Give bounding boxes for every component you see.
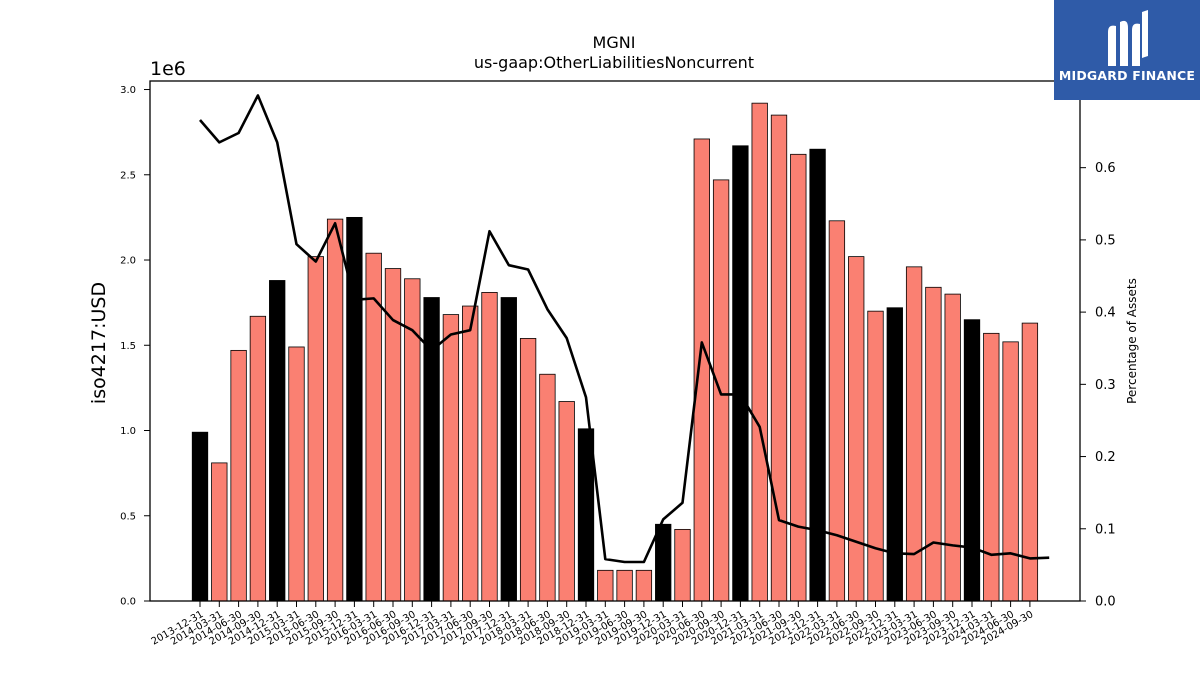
bar-2014-09-30 [249, 315, 267, 602]
bar-2018-09-30 [558, 401, 575, 602]
bar-2015-03-31 [288, 346, 305, 602]
bar-2019-12-31 [655, 523, 672, 602]
y2-tick-label: 0.2 [1095, 450, 1116, 465]
bar-2015-09-30 [326, 218, 344, 602]
chart-title: MGNI [593, 33, 636, 52]
bar-2021-09-30 [790, 153, 807, 602]
y2-tick-label: 0.5 [1095, 233, 1116, 248]
bar-2024-06-30 [1002, 341, 1019, 602]
bar-2022-06-30 [848, 256, 865, 602]
percentage-of-assets-line [199, 94, 1050, 564]
bar-2014-03-31 [211, 462, 228, 602]
y-tick-label: 0.0 [120, 597, 136, 608]
bar-2023-09-30 [944, 293, 961, 602]
bar-2023-12-31 [963, 319, 981, 602]
bar-2023-06-30 [925, 286, 942, 602]
bar-2015-06-30 [307, 256, 324, 602]
bar-2020-12-31 [732, 145, 749, 602]
bar-2021-12-31 [809, 148, 826, 602]
bar-2019-03-31 [597, 569, 614, 602]
logo-text: MIDGARD FINANCE [1058, 68, 1196, 83]
plot-frame [149, 80, 1081, 602]
y-tick-label: 0.5 [120, 511, 136, 522]
bar-2014-12-31 [269, 280, 286, 602]
bar-2022-12-31 [886, 307, 903, 602]
bar-2018-03-31 [519, 338, 537, 602]
y-offset-label: 1e6 [150, 58, 186, 80]
bar-2018-12-31 [577, 428, 595, 602]
y-tick-label: 2.0 [120, 256, 136, 267]
chart-subtitle: us-gaap:OtherLiabilitiesNoncurrent [474, 53, 754, 72]
bar-2018-06-30 [539, 373, 556, 602]
bar-2022-03-31 [828, 220, 846, 602]
bar-2020-09-30 [712, 179, 730, 602]
bar-2021-06-30 [770, 114, 788, 602]
y2-tick-label: 0.0 [1095, 595, 1116, 610]
bar-2021-03-31 [751, 102, 768, 602]
y-tick-label: 3.0 [120, 85, 136, 96]
bar-2020-06-30 [693, 138, 710, 602]
y2-tick-label: 0.3 [1095, 378, 1116, 393]
bar-2013-12-31 [191, 431, 209, 602]
y2-tick-label: 0.4 [1095, 306, 1116, 321]
bar-2017-12-31 [500, 297, 517, 602]
bar-2022-09-30 [867, 310, 884, 602]
y2-axis-label: Percentage of Assets [1125, 278, 1139, 404]
bar-2017-09-30 [481, 292, 498, 602]
midgard-m-icon [1108, 10, 1148, 67]
bar-2019-09-30 [635, 569, 653, 602]
y2-tick-label: 0.1 [1095, 522, 1116, 537]
y-tick-label: 2.5 [120, 170, 136, 181]
y-tick-label: 1.0 [120, 426, 136, 437]
bar-2020-03-31 [674, 528, 691, 602]
y-axis-label: iso4217:USD [88, 282, 110, 404]
bar-2019-06-30 [616, 569, 633, 602]
bar-2024-03-31 [983, 332, 1000, 602]
y2-tick-label: 0.6 [1095, 161, 1116, 176]
y-tick-label: 1.5 [120, 341, 136, 352]
bar-2017-03-31 [442, 314, 460, 602]
brand-logo: MIDGARD FINANCE [1054, 0, 1200, 100]
bar-2014-06-30 [230, 349, 247, 602]
bar-2017-06-30 [462, 305, 479, 602]
